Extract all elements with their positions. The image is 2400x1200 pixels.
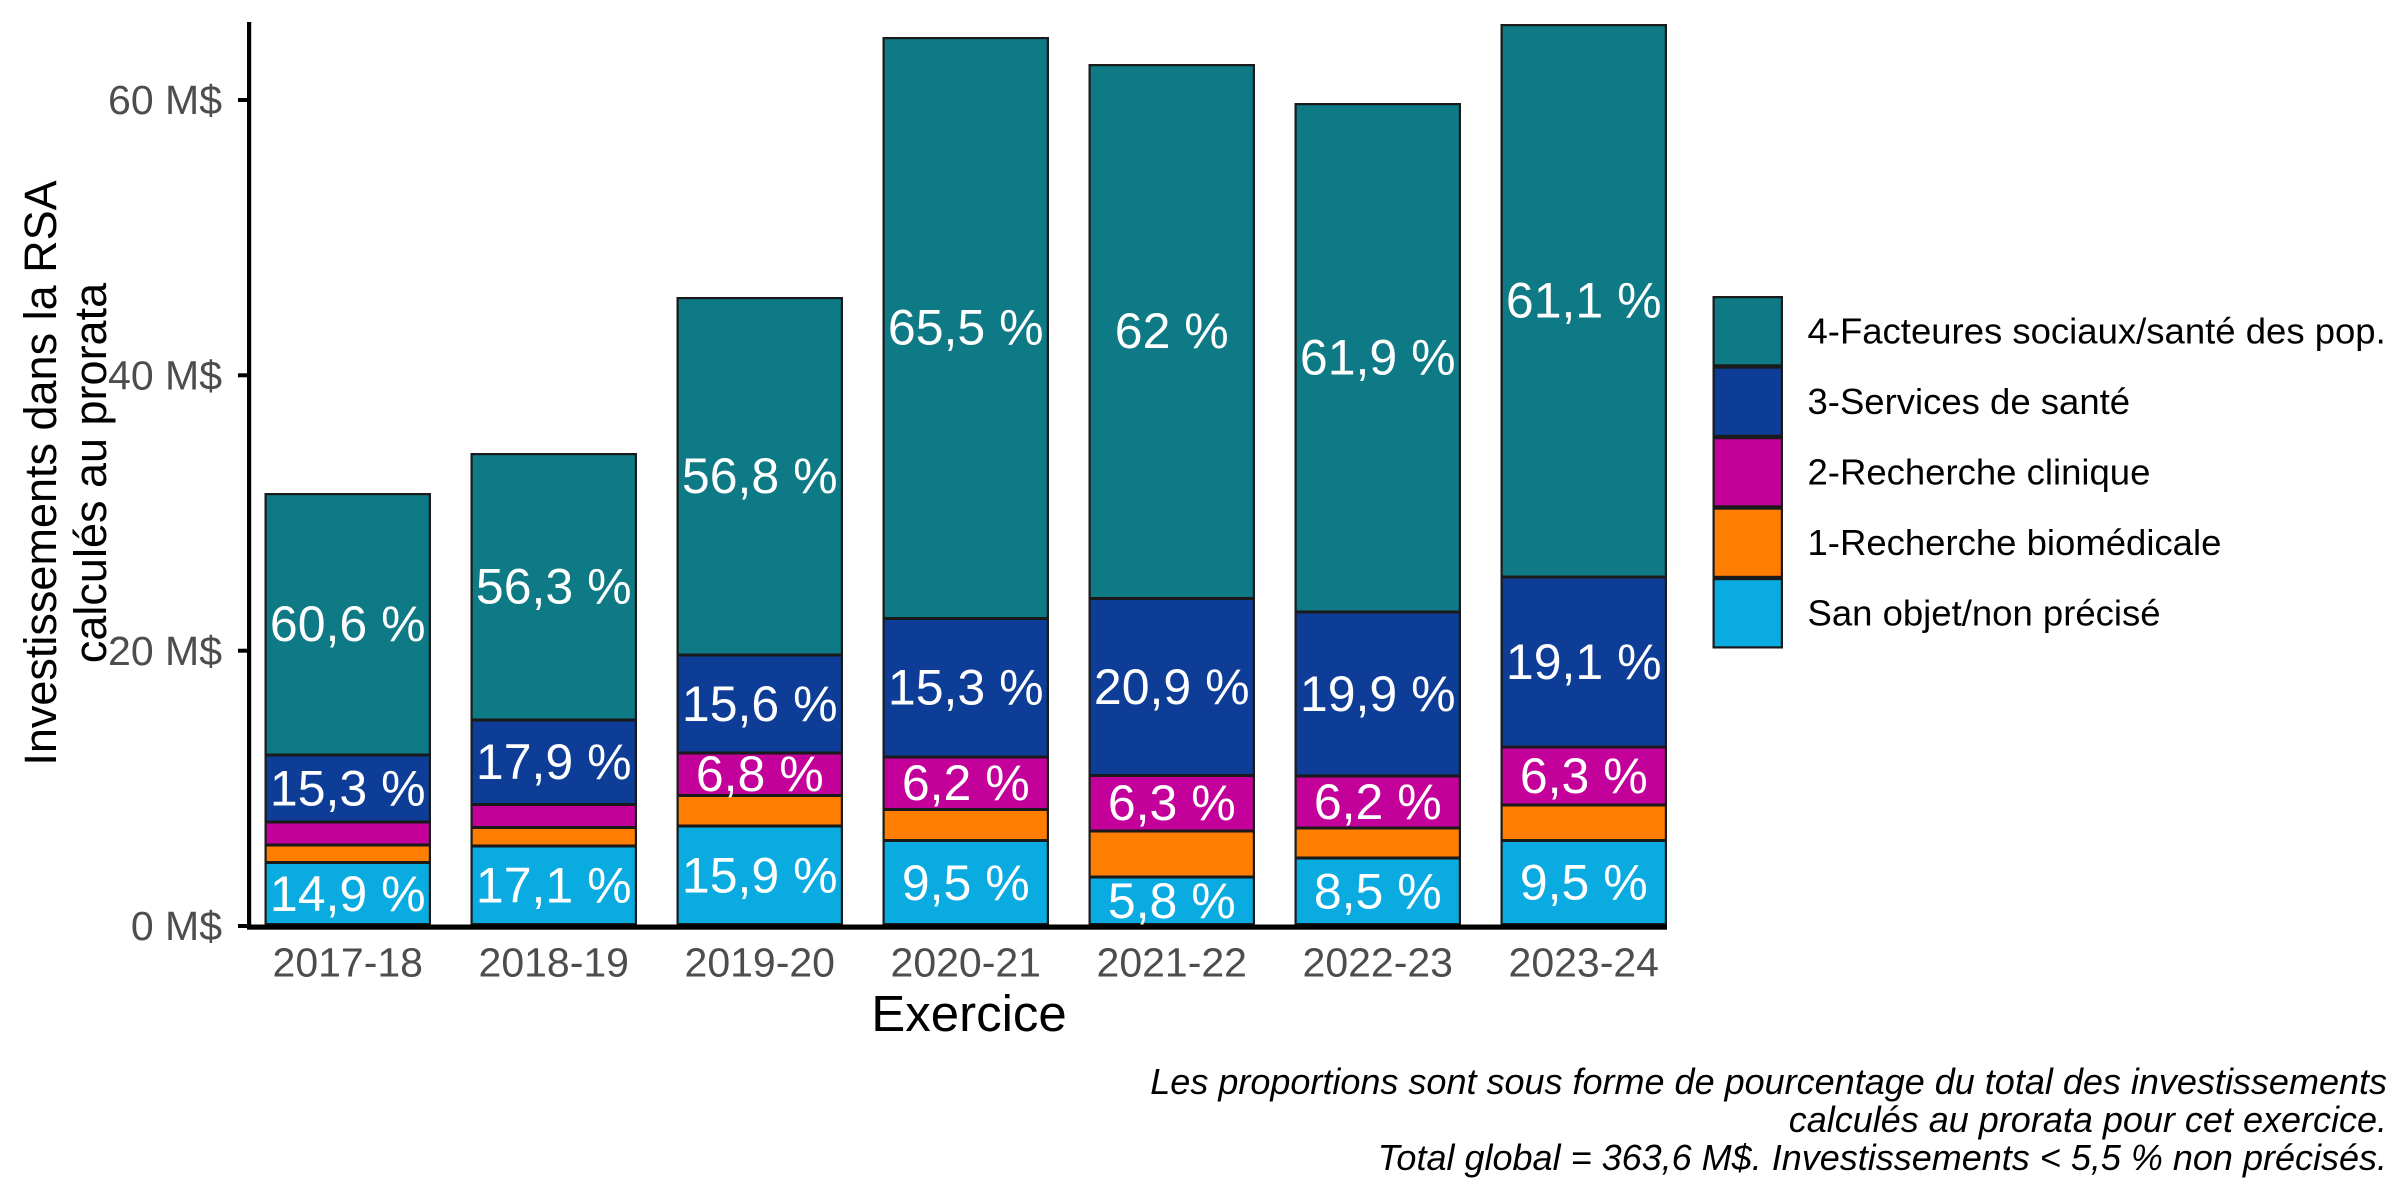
svg-text:Total global = 363,6 M$. Inves: Total global = 363,6 M$. Investissements… <box>1378 1137 2387 1178</box>
svg-text:2022-23: 2022-23 <box>1303 940 1453 986</box>
svg-text:5,8 %: 5,8 % <box>1108 873 1236 929</box>
svg-text:19,9 %: 19,9 % <box>1300 666 1456 722</box>
svg-text:9,5 %: 9,5 % <box>902 855 1030 911</box>
svg-text:60,6 %: 60,6 % <box>270 596 426 652</box>
svg-text:6,2 %: 6,2 % <box>902 755 1030 811</box>
svg-text:0 M$: 0 M$ <box>131 903 222 949</box>
svg-text:2023-24: 2023-24 <box>1509 940 1659 986</box>
svg-text:61,9 %: 61,9 % <box>1300 330 1456 386</box>
svg-text:56,3 %: 56,3 % <box>476 559 632 615</box>
svg-text:20 M$: 20 M$ <box>108 628 222 674</box>
svg-text:3-Services de santé: 3-Services de santé <box>1808 381 2131 422</box>
svg-text:40 M$: 40 M$ <box>108 352 222 398</box>
svg-text:60 M$: 60 M$ <box>108 77 222 123</box>
svg-text:2017-18: 2017-18 <box>273 940 423 986</box>
svg-text:15,3 %: 15,3 % <box>270 761 426 817</box>
svg-text:56,8 %: 56,8 % <box>682 448 838 504</box>
svg-text:Investissements dans la RSA: Investissements dans la RSA <box>15 180 66 765</box>
svg-text:2021-22: 2021-22 <box>1097 940 1247 986</box>
svg-text:19,1 %: 19,1 % <box>1506 634 1662 690</box>
svg-text:15,9 %: 15,9 % <box>682 848 838 904</box>
svg-text:2-Recherche clinique: 2-Recherche clinique <box>1808 452 2151 493</box>
svg-text:calculés au prorata: calculés au prorata <box>65 282 116 663</box>
svg-text:2018-19: 2018-19 <box>479 940 629 986</box>
svg-text:4-Facteures sociaux/santé des: 4-Facteures sociaux/santé des pop. <box>1808 311 2386 352</box>
svg-text:61,1 %: 61,1 % <box>1506 273 1662 329</box>
svg-text:62 %: 62 % <box>1115 303 1229 359</box>
svg-text:Exercice: Exercice <box>871 985 1067 1042</box>
svg-text:calculés au prorata pour cet e: calculés au prorata pour cet exercice. <box>1789 1099 2387 1140</box>
svg-text:17,1 %: 17,1 % <box>476 858 632 914</box>
svg-text:6,2 %: 6,2 % <box>1314 774 1442 830</box>
svg-text:15,3 %: 15,3 % <box>888 660 1044 716</box>
svg-text:20,9 %: 20,9 % <box>1094 659 1250 715</box>
svg-text:8,5 %: 8,5 % <box>1314 864 1442 920</box>
svg-text:65,5 %: 65,5 % <box>888 300 1044 356</box>
svg-text:6,8 %: 6,8 % <box>696 746 824 802</box>
svg-text:San objet/non précisé: San objet/non précisé <box>1808 593 2161 634</box>
svg-text:1-Recherche biomédicale: 1-Recherche biomédicale <box>1808 522 2222 563</box>
svg-text:2019-20: 2019-20 <box>685 940 835 986</box>
svg-text:17,9 %: 17,9 % <box>476 734 632 790</box>
svg-text:6,3 %: 6,3 % <box>1520 748 1648 804</box>
svg-text:2020-21: 2020-21 <box>891 940 1041 986</box>
svg-text:9,5 %: 9,5 % <box>1520 855 1648 911</box>
svg-text:Les proportions sont sous form: Les proportions sont sous forme de pourc… <box>1150 1061 2387 1102</box>
svg-text:6,3 %: 6,3 % <box>1108 775 1236 831</box>
svg-text:14,9 %: 14,9 % <box>270 866 426 922</box>
svg-text:15,6 %: 15,6 % <box>682 676 838 732</box>
